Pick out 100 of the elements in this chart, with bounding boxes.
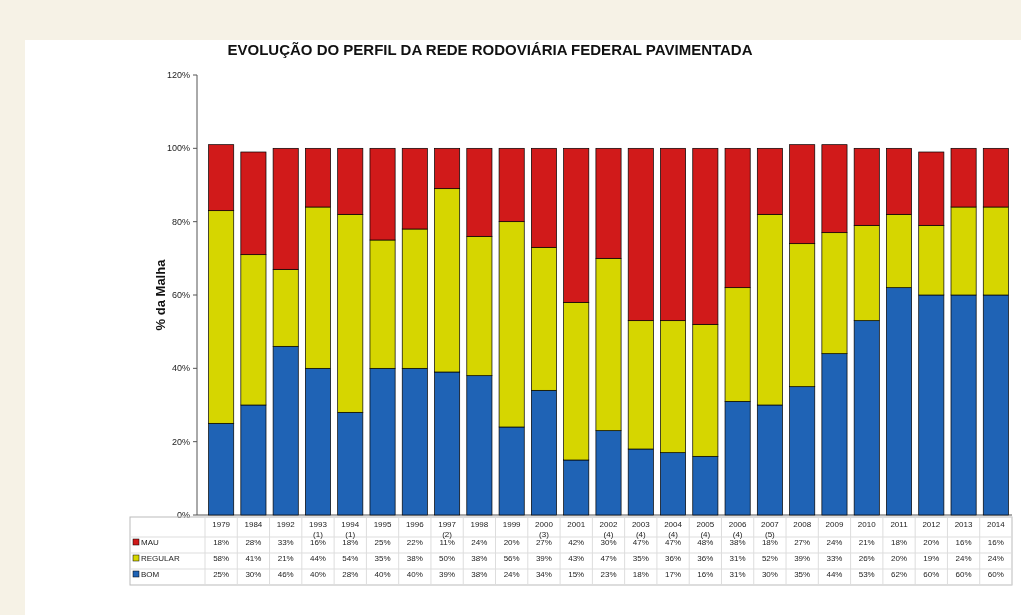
data-label: 35% [374,554,391,563]
data-label: 25% [213,570,230,579]
data-label: 35% [794,570,811,579]
data-label: 16% [955,538,972,547]
data-label: 38% [406,554,423,563]
data-label: 39% [794,554,811,563]
y-tick-label: 40% [171,363,190,374]
data-label: 40% [309,570,326,579]
data-label: 60% [955,570,972,579]
data-label: 35% [632,554,649,563]
x-tick-label: 2013 [954,520,974,529]
data-label: 60% [987,570,1004,579]
data-label: 30% [761,570,778,579]
data-label: 31% [729,570,746,579]
x-tick-label: 2008 [793,520,812,529]
data-label: 18% [213,538,230,547]
x-tick-label: 2012 [922,520,941,529]
x-tick-label: 2011 [890,520,909,529]
data-label: 18% [761,538,778,547]
data-label: 25% [374,538,391,547]
data-label: 27% [535,538,552,547]
data-label: 38% [729,538,746,547]
y-tick-label: 0% [176,510,190,521]
data-label: 36% [665,554,682,563]
y-axis-title: % da Malha [153,258,168,331]
data-label: 28% [342,570,359,579]
data-label: 39% [439,570,456,579]
data-label: 39% [535,554,552,563]
data-label: 38% [471,570,488,579]
x-tick-label: 1994 (1) [341,520,360,539]
data-label: 16% [697,570,714,579]
data-label: 28% [245,538,262,547]
data-label: 18% [342,538,359,547]
x-tick-label: 1995 [373,520,392,529]
x-tick-label: 1979 [212,520,231,529]
data-label: 21% [277,554,294,563]
data-label: 20% [891,554,908,563]
data-label: 48% [697,538,714,547]
x-tick-label: 2004(4) [664,520,683,539]
x-tick-label: 1999 [502,520,522,529]
y-tick-label: 60% [171,290,190,301]
data-label: 22% [406,538,423,547]
x-tick-label: 1997 (2) [438,520,457,539]
x-tick-label: 1992 [276,520,296,529]
x-tick-label: 2014 [986,520,1006,529]
data-label: 30% [600,538,617,547]
x-tick-label: 1984 [244,520,263,529]
data-label: 34% [535,570,552,579]
x-tick-label: 2000 (3) [535,520,554,539]
data-label: 31% [729,554,746,563]
data-label: 23% [600,570,617,579]
data-label: 56% [503,554,520,563]
data-label: 40% [406,570,423,579]
data-label: 58% [213,554,230,563]
data-label: 38% [471,554,488,563]
data-label: 40% [374,570,391,579]
data-label: 47% [665,538,682,547]
x-tick-label: 2006(4) [728,520,748,539]
data-label: 16% [987,538,1004,547]
data-label: 18% [632,570,649,579]
data-label: 21% [858,538,875,547]
data-label: 44% [826,570,843,579]
data-label: 20% [923,538,940,547]
data-label: 47% [632,538,649,547]
legend-label: REGULAR [141,554,180,563]
x-tick-label: 2003(4) [631,520,651,539]
x-tick-label: 1996 [405,520,425,529]
data-label: 15% [568,570,585,579]
x-tick-label: 1998 [470,520,489,529]
x-tick-label: 2002(4) [599,520,618,539]
y-tick-label: 20% [171,436,190,447]
data-label: 47% [600,554,617,563]
data-label: 27% [794,538,811,547]
x-tick-label: 1993 (1) [309,520,328,539]
x-tick-label: 2001 [567,520,586,529]
data-label: 53% [858,570,875,579]
data-label: 44% [309,554,326,563]
data-label: 24% [955,554,972,563]
data-label: 24% [503,570,520,579]
x-tick-label: 2007(5) [761,520,780,539]
data-label: 11% [439,538,455,547]
data-label: 52% [761,554,778,563]
chart-title: EVOLUÇÃO DO PERFIL DA REDE RODOVIÁRIA FEDERAL PAVIMENTADA [227,41,753,58]
y-tick-label: 100% [166,143,190,154]
data-label: 18% [891,538,908,547]
y-tick-label: 120% [166,70,190,81]
data-label: 20% [503,538,520,547]
data-label: 24% [471,538,488,547]
legend-label: MAU [141,538,159,547]
legend-label: BOM [141,570,160,579]
x-tick-label: 2005(4) [696,520,715,539]
data-label: 54% [342,554,359,563]
data-label: 36% [697,554,714,563]
data-label: 62% [891,570,908,579]
data-label: 46% [277,570,294,579]
data-label: 42% [568,538,585,547]
data-label: 41% [245,554,262,563]
y-tick-label: 80% [171,216,190,227]
data-label: 19% [923,554,940,563]
x-tick-label: 2010 [857,520,877,529]
